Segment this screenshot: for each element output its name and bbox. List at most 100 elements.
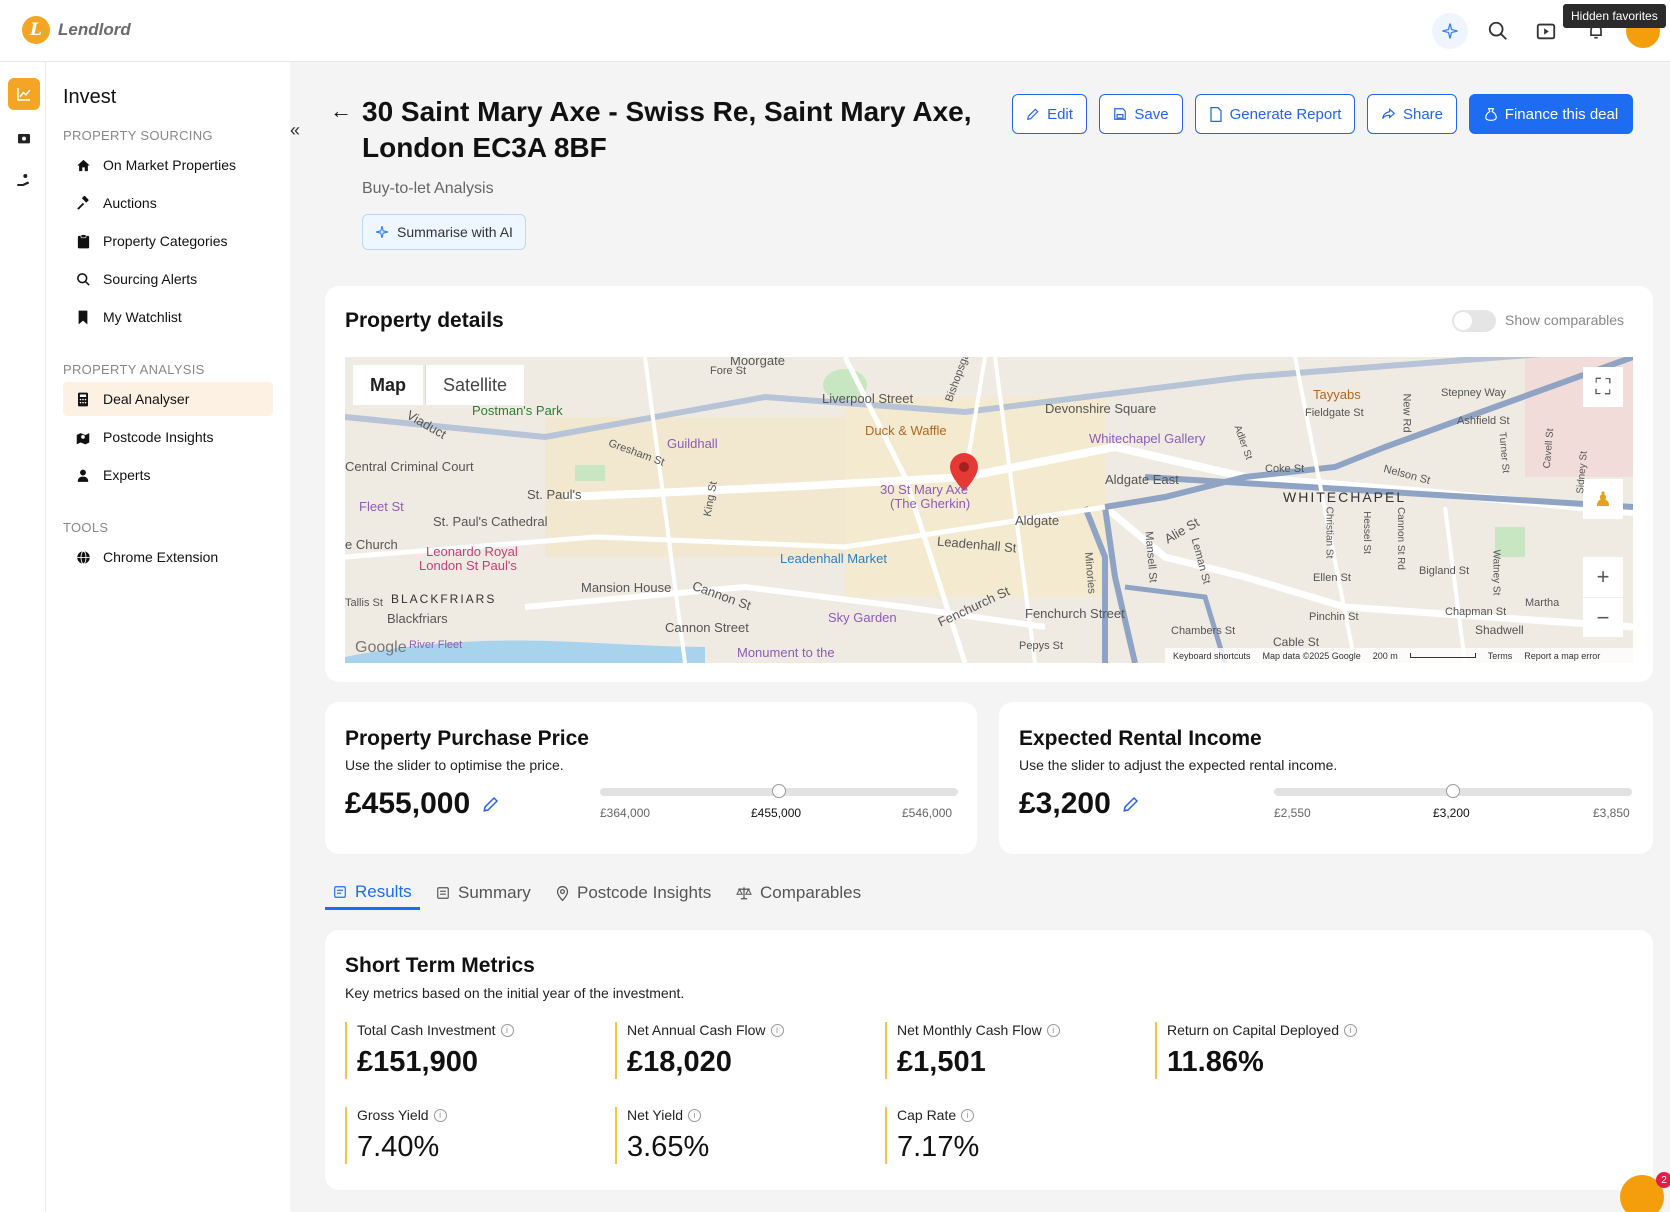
sidebar-item-deal-analyser[interactable]: Deal Analyser bbox=[63, 382, 273, 416]
zoom-in-icon[interactable]: + bbox=[1583, 557, 1623, 597]
collapse-sidebar-icon[interactable]: « bbox=[290, 120, 301, 140]
generate-report-button[interactable]: Generate Report bbox=[1195, 94, 1355, 134]
purchase-price-title: Property Purchase Price bbox=[345, 727, 589, 750]
sidebar-item-property-categories[interactable]: Property Categories bbox=[63, 224, 273, 258]
rental-income-subtitle: Use the slider to adjust the expected re… bbox=[1019, 757, 1338, 773]
fullscreen-icon[interactable]: ⛶ bbox=[1583, 367, 1623, 407]
tab-postcode-insights-label: Postcode Insights bbox=[577, 883, 712, 902]
purchase-price-min: £364,000 bbox=[600, 806, 651, 820]
tab-postcode-insights[interactable]: Postcode Insights bbox=[556, 876, 711, 910]
gavel-icon bbox=[75, 195, 91, 211]
map-label: Blackfriars bbox=[387, 611, 448, 626]
calculator-icon bbox=[75, 392, 91, 407]
info-icon[interactable]: i bbox=[770, 1023, 784, 1037]
tab-summary[interactable]: Summary bbox=[436, 876, 531, 910]
search-icon[interactable] bbox=[1480, 13, 1516, 49]
video-icon[interactable] bbox=[1528, 13, 1564, 49]
tab-comparables-label: Comparables bbox=[760, 883, 862, 902]
metrics-subtitle: Key metrics based on the initial year of… bbox=[345, 985, 685, 1001]
metric-net-monthly-cash-flow: Net Monthly Cash Flow i £1,501 bbox=[885, 1022, 1060, 1079]
user-tie-icon bbox=[75, 468, 91, 483]
property-details-title: Property details bbox=[345, 309, 504, 332]
invest-rail-icon[interactable] bbox=[8, 78, 40, 110]
share-button[interactable]: Share bbox=[1367, 94, 1457, 134]
info-icon[interactable]: i bbox=[688, 1108, 702, 1122]
map-label: Pinchin St bbox=[1309, 611, 1359, 623]
map-label: Postman's Park bbox=[472, 403, 563, 418]
scale-bar bbox=[1409, 653, 1476, 658]
purchase-price-max: £546,000 bbox=[902, 806, 953, 820]
tab-results[interactable]: Results bbox=[325, 876, 420, 910]
sidebar-item-sourcing-alerts[interactable]: Sourcing Alerts bbox=[63, 262, 273, 296]
map[interactable]: Map Satellite ⛶ ♟ + − Moorgate Fore St L… bbox=[345, 357, 1633, 663]
keyboard-shortcuts-link[interactable]: Keyboard shortcuts bbox=[1173, 650, 1251, 661]
map-label: Central Criminal Court bbox=[345, 459, 474, 474]
purchase-price-slider[interactable] bbox=[600, 784, 958, 798]
edit-rent-pencil-icon[interactable] bbox=[1122, 795, 1140, 818]
rental-income-slider-thumb[interactable] bbox=[1446, 784, 1460, 798]
sparkle-icon bbox=[376, 226, 388, 238]
edit-price-pencil-icon[interactable] bbox=[482, 795, 500, 818]
icon-rail bbox=[0, 62, 46, 1212]
location-pin-icon bbox=[556, 885, 569, 901]
metric-label: Cap Rate bbox=[897, 1107, 957, 1123]
info-icon[interactable]: i bbox=[1344, 1023, 1357, 1037]
logo[interactable]: L Lendlord bbox=[22, 16, 131, 44]
terms-link[interactable]: Terms bbox=[1487, 650, 1513, 661]
map-label: Coke St bbox=[1265, 463, 1305, 475]
rental-income-title: Expected Rental Income bbox=[1019, 727, 1262, 750]
show-comparables-label: Show comparables bbox=[1505, 312, 1625, 328]
map-label: Fleet St bbox=[359, 499, 404, 514]
satellite-tab[interactable]: Satellite bbox=[425, 365, 525, 405]
section-property-sourcing: PROPERTY SOURCING bbox=[63, 128, 213, 143]
metric-net-annual-cash-flow: Net Annual Cash Flow i £18,020 bbox=[615, 1022, 784, 1079]
sidebar-item-auctions[interactable]: Auctions bbox=[63, 186, 273, 220]
show-comparables-toggle[interactable] bbox=[1452, 310, 1496, 332]
logo-icon: L bbox=[22, 16, 50, 44]
map-label: Cannon Street bbox=[665, 620, 749, 635]
purchase-price-slider-thumb[interactable] bbox=[772, 784, 786, 798]
street-view-icon[interactable]: ♟ bbox=[1583, 479, 1623, 519]
scales-icon bbox=[736, 887, 752, 900]
summarise-ai-button[interactable]: Summarise with AI bbox=[362, 214, 526, 250]
info-icon[interactable]: i bbox=[961, 1108, 975, 1122]
map-label: Martha bbox=[1525, 597, 1560, 609]
info-icon[interactable]: i bbox=[500, 1023, 514, 1037]
rental-income-slider[interactable] bbox=[1274, 784, 1632, 798]
save-button[interactable]: Save bbox=[1099, 94, 1183, 134]
ai-sparkle-icon[interactable] bbox=[1432, 13, 1468, 49]
sidebar-item-chrome-extension[interactable]: Chrome Extension bbox=[63, 540, 273, 574]
sidebar-item-experts[interactable]: Experts bbox=[63, 458, 273, 492]
report-map-error-link[interactable]: Report a map error bbox=[1524, 650, 1601, 661]
zoom-out-icon[interactable]: − bbox=[1583, 597, 1623, 637]
map-label: Christian St bbox=[1323, 506, 1335, 559]
map-label: Whitechapel Gallery bbox=[1089, 431, 1206, 446]
wallet-rail-icon[interactable] bbox=[8, 122, 40, 154]
sidebar-item-label: Sourcing Alerts bbox=[103, 271, 198, 287]
metric-value: 7.17% bbox=[897, 1131, 980, 1163]
tab-comparables[interactable]: Comparables bbox=[736, 876, 861, 910]
metric-value: £18,020 bbox=[627, 1046, 732, 1078]
back-arrow-icon[interactable]: ← bbox=[330, 98, 352, 123]
generate-report-label: Generate Report bbox=[1229, 105, 1342, 123]
metric-net-yield: Net Yield i 3.65% bbox=[615, 1107, 709, 1164]
edit-button[interactable]: Edit bbox=[1012, 94, 1087, 134]
hand-coin-rail-icon[interactable] bbox=[8, 164, 40, 196]
map-label: Aldgate East bbox=[1105, 472, 1179, 487]
map-tab[interactable]: Map bbox=[353, 365, 423, 405]
sidebar-item-on-market-properties[interactable]: On Market Properties bbox=[63, 148, 273, 182]
sidebar-item-my-watchlist[interactable]: My Watchlist bbox=[63, 300, 273, 334]
map-label: Aldgate bbox=[1015, 513, 1060, 528]
map-scale: 200 m bbox=[1372, 650, 1398, 661]
sidebar: Invest PROPERTY SOURCING On Market Prope… bbox=[46, 62, 290, 1212]
sidebar-item-postcode-insights[interactable]: Postcode Insights bbox=[63, 420, 273, 454]
map-label: Monument to the bbox=[737, 645, 835, 660]
floppy-icon bbox=[1114, 108, 1127, 120]
map-label: River Fleet bbox=[409, 639, 463, 651]
finance-deal-button[interactable]: Finance this deal bbox=[1469, 94, 1633, 134]
money-bag-icon bbox=[1484, 107, 1497, 121]
sidebar-item-label: Deal Analyser bbox=[103, 391, 190, 407]
map-label: Ashfield St bbox=[1457, 415, 1510, 427]
info-icon[interactable]: i bbox=[1046, 1023, 1060, 1037]
info-icon[interactable]: i bbox=[433, 1108, 447, 1122]
